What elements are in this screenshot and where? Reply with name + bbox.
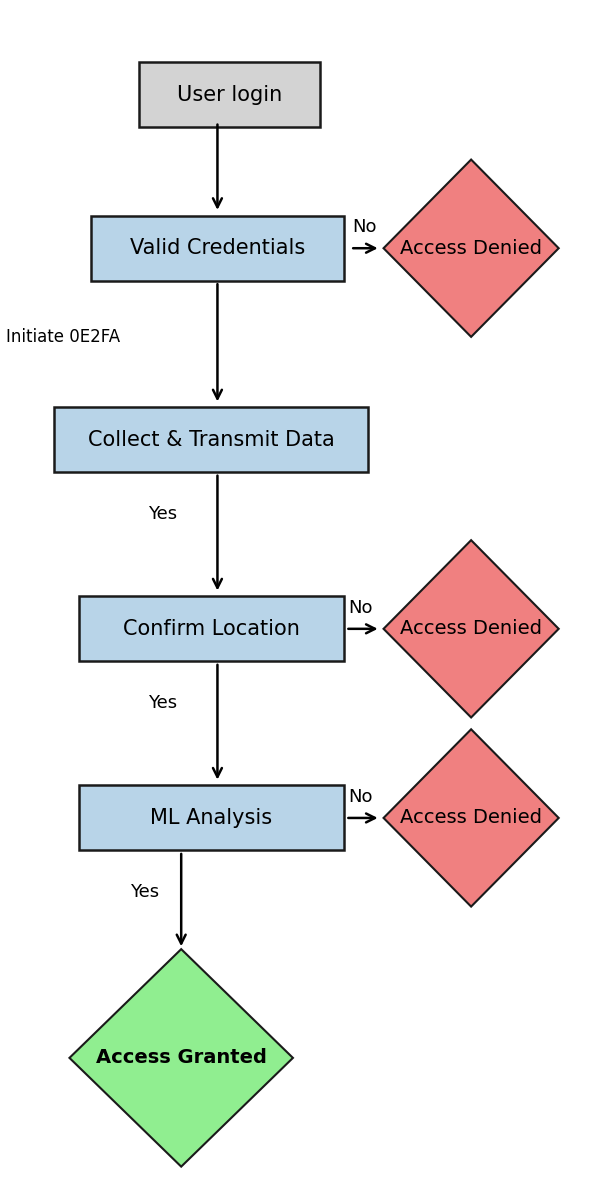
Text: Valid Credentials: Valid Credentials: [130, 239, 305, 258]
Text: Access Denied: Access Denied: [400, 239, 542, 258]
Text: Access Granted: Access Granted: [96, 1048, 266, 1067]
Text: Yes: Yes: [130, 883, 159, 902]
Text: Yes: Yes: [148, 505, 177, 524]
FancyBboxPatch shape: [139, 61, 320, 126]
Text: User login: User login: [177, 85, 282, 104]
Polygon shape: [384, 540, 559, 717]
Text: Access Denied: Access Denied: [400, 619, 542, 638]
Text: Confirm Location: Confirm Location: [123, 619, 300, 638]
FancyBboxPatch shape: [91, 215, 344, 280]
Polygon shape: [384, 729, 559, 907]
Polygon shape: [69, 949, 293, 1167]
Text: Access Denied: Access Denied: [400, 808, 542, 827]
Text: No: No: [348, 788, 373, 806]
Text: No: No: [348, 599, 373, 617]
Text: ML Analysis: ML Analysis: [150, 808, 272, 827]
Text: No: No: [352, 219, 377, 236]
FancyBboxPatch shape: [79, 596, 344, 662]
FancyBboxPatch shape: [79, 786, 344, 851]
Text: Yes: Yes: [148, 694, 177, 713]
FancyBboxPatch shape: [54, 407, 368, 472]
Text: Collect & Transmit Data: Collect & Transmit Data: [88, 430, 335, 449]
Polygon shape: [384, 160, 559, 337]
Text: Initiate 0E2FA: Initiate 0E2FA: [6, 327, 120, 346]
